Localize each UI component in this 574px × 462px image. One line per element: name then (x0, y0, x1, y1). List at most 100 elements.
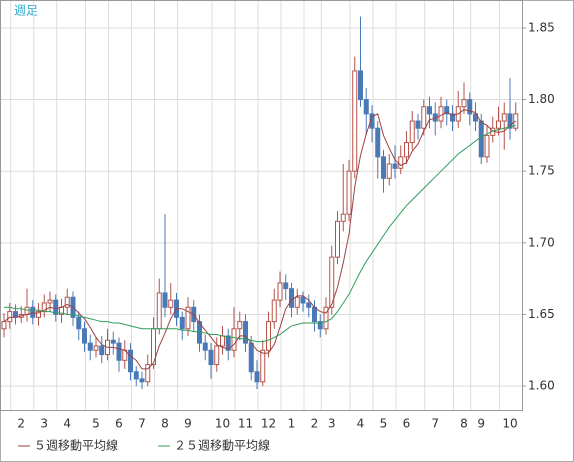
candle-body (329, 256, 335, 308)
candle-body (478, 120, 484, 158)
x-tick-label: 1 (288, 417, 296, 431)
candle-body (208, 349, 214, 366)
candle-body (294, 296, 300, 308)
candle-body (467, 99, 473, 115)
candle-body (110, 339, 116, 344)
x-tick-label: 2 (17, 417, 25, 431)
y-tick-label: 1.70 (528, 235, 555, 249)
candle-body (392, 163, 398, 169)
candle-body (340, 213, 346, 222)
candle-body (30, 306, 36, 318)
candle-body (358, 70, 363, 101)
legend-label: ５週移動平均線 (34, 438, 118, 453)
candle-body (128, 349, 133, 373)
candle-body (335, 220, 340, 258)
x-tick-label: 5 (380, 417, 388, 431)
candle-body (271, 299, 277, 323)
candle-body (346, 170, 352, 215)
candle-body (404, 142, 409, 158)
x-tick-label: 4 (63, 417, 71, 431)
x-tick-label: 12 (261, 417, 276, 431)
candle-body (317, 321, 323, 330)
x-tick-label: 6 (403, 417, 411, 431)
candle-body (87, 342, 93, 351)
y-tick-label: 1.75 (528, 164, 555, 178)
candle-body (450, 113, 455, 122)
x-tick-label: 8 (161, 417, 169, 431)
candle-body (237, 321, 243, 330)
candle-body (381, 156, 386, 179)
candle-body (363, 99, 369, 115)
candle-body (139, 378, 145, 383)
candle-body (438, 106, 444, 122)
candle-body (375, 127, 381, 158)
candle-body (185, 306, 191, 330)
candle-body (47, 299, 53, 304)
candle-body (116, 342, 122, 361)
candle-body (398, 156, 404, 169)
candle-body (53, 299, 59, 315)
candle-body (283, 282, 289, 290)
candle-body (266, 321, 271, 351)
candle-body (312, 306, 317, 323)
candle-body (168, 299, 174, 308)
candle-body (369, 113, 375, 129)
candle-body (277, 282, 283, 301)
x-tick-label: 11 (238, 417, 253, 431)
candle-body (323, 306, 329, 330)
moving-average-line (3, 109, 517, 370)
x-tick-label: 2 (311, 417, 319, 431)
candle-body (461, 99, 467, 108)
candle-body (300, 296, 306, 304)
moving-average-line (4, 124, 516, 343)
chart-title: 週足 (14, 4, 38, 18)
x-tick-label: 10 (502, 417, 517, 431)
candle-body (225, 335, 231, 351)
candle-body (386, 163, 392, 179)
candle-body (409, 120, 415, 144)
candle-body (427, 106, 432, 115)
x-tick-label: 5 (92, 417, 100, 431)
candle-body (289, 288, 294, 308)
x-tick-label: 4 (357, 417, 365, 431)
candle-body (507, 113, 513, 129)
y-tick-label: 1.65 (528, 307, 555, 321)
candle-body (444, 106, 450, 115)
candle-body (93, 345, 99, 351)
candle-body (254, 371, 260, 383)
candle-body (421, 106, 427, 129)
candle-body (36, 311, 41, 318)
candle-body (352, 70, 358, 172)
candle-body (306, 302, 312, 308)
candle-body (145, 364, 151, 383)
candle-body (64, 296, 70, 308)
candle-body (1, 321, 7, 330)
candle-body (133, 371, 139, 380)
x-tick-label: 9 (477, 417, 485, 431)
candle-body (415, 120, 421, 129)
x-tick-label: 7 (431, 417, 439, 431)
x-tick-label: 10 (215, 417, 230, 431)
plot-area (0, 0, 523, 411)
candle-body (496, 120, 501, 129)
x-tick-label: 8 (460, 417, 468, 431)
candle-body (473, 113, 478, 122)
candle-body (243, 321, 248, 344)
x-tick-label: 9 (184, 417, 192, 431)
y-tick-label: 1.85 (528, 20, 555, 34)
x-tick-label: 3 (328, 417, 336, 431)
candle-body (260, 349, 266, 383)
candle-body (99, 345, 105, 356)
candle-body (484, 134, 490, 158)
y-tick-label: 1.60 (528, 379, 555, 393)
candle-body (7, 311, 13, 323)
candle-body (76, 316, 82, 330)
candle-body (231, 328, 237, 351)
candle-body (202, 342, 208, 351)
y-tick-label: 1.80 (528, 92, 555, 106)
x-tick-label: 7 (138, 417, 146, 431)
x-tick-label: 6 (115, 417, 123, 431)
candle-body (248, 342, 254, 373)
candle-body (156, 292, 162, 330)
